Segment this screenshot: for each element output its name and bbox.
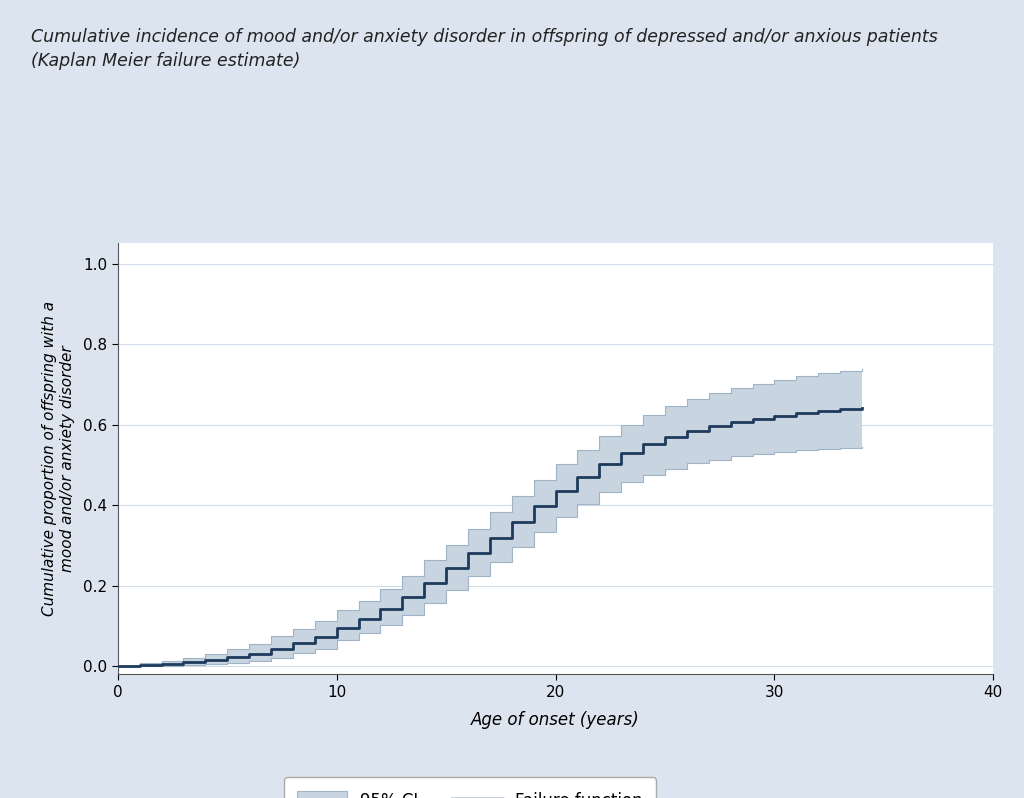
Text: (Kaplan Meier failure estimate): (Kaplan Meier failure estimate): [31, 52, 300, 70]
Text: Cumulative incidence of mood and/or anxiety disorder in offspring of depressed a: Cumulative incidence of mood and/or anxi…: [31, 28, 937, 46]
X-axis label: Age of onset (years): Age of onset (years): [471, 711, 640, 729]
Y-axis label: Cumulative proportion of offspring with a
mood and/or anxiety disorder: Cumulative proportion of offspring with …: [42, 302, 75, 616]
Legend: 95% CI, Failure function: 95% CI, Failure function: [284, 777, 656, 798]
